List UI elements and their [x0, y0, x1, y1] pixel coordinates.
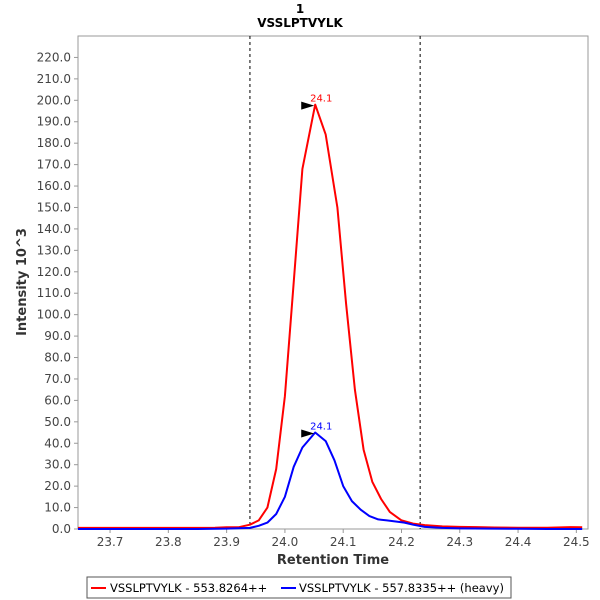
legend-entry-light: VSSLPTVYLK - 553.8264++ — [110, 581, 267, 595]
y-tick-label: 0.0 — [52, 522, 71, 536]
y-tick-label: 220.0 — [37, 50, 71, 64]
chart-subtitle: VSSLPTVYLK — [257, 16, 343, 30]
y-tick-label: 110.0 — [37, 286, 71, 300]
y-tick-label: 150.0 — [37, 200, 71, 214]
x-tick-label: 24.4 — [505, 535, 532, 549]
x-tick-label: 23.7 — [97, 535, 124, 549]
peak-annotations: 24.1 24.1 — [301, 94, 332, 438]
y-tick-label: 100.0 — [37, 308, 71, 322]
y-tick-label: 20.0 — [44, 479, 71, 493]
y-tick-label: 140.0 — [37, 222, 71, 236]
legend-entry-heavy: VSSLPTVYLK - 557.8335++ (heavy) — [299, 581, 504, 595]
x-axis-title: Retention Time — [277, 553, 389, 568]
peak-marker — [301, 429, 315, 438]
x-tick-label: 24.3 — [446, 535, 473, 549]
x-tick-label: 24.2 — [388, 535, 415, 549]
y-tick-label: 160.0 — [37, 179, 71, 193]
y-tick-label: 50.0 — [44, 415, 71, 429]
y-tick-label: 120.0 — [37, 265, 71, 279]
x-axis: 23.7 23.8 23.9 24.0 24.1 24.2 24.3 24.4 24.5 — [97, 529, 590, 549]
legend-box — [86, 576, 512, 599]
peak-label: 24.1 — [310, 422, 332, 433]
peak-marker — [301, 101, 315, 110]
y-tick-label: 210.0 — [37, 72, 71, 86]
y-tick-label: 70.0 — [44, 372, 71, 386]
series-lines — [78, 103, 583, 530]
x-tick-label: 23.8 — [155, 535, 182, 549]
chart-title: 1 — [296, 2, 304, 16]
y-tick-label: 180.0 — [37, 136, 71, 150]
legend: VSSLPTVYLK - 553.8264++ VSSLPTVYLK - 557… — [86, 576, 512, 599]
plot-area — [77, 35, 589, 530]
y-tick-label: 90.0 — [44, 329, 71, 343]
y-tick-label: 130.0 — [37, 243, 71, 257]
series-line-heavy — [78, 431, 583, 530]
y-tick-label: 190.0 — [37, 115, 71, 129]
peak-label: 24.1 — [310, 94, 332, 105]
integration-boundaries — [249, 36, 421, 529]
y-tick-label: 40.0 — [44, 436, 71, 450]
y-axis-title: Intensity 10^3 — [15, 228, 30, 336]
series-line-light — [78, 103, 583, 529]
y-tick-label: 200.0 — [37, 93, 71, 107]
y-axis: 0.0 10.0 20.0 30.0 40.0 50.0 60.0 70.0 80.0 90.0 1… — [37, 50, 78, 536]
x-tick-label: 23.9 — [213, 535, 240, 549]
y-tick-label: 10.0 — [44, 501, 71, 515]
y-tick-label: 60.0 — [44, 393, 71, 407]
y-tick-label: 170.0 — [37, 158, 71, 172]
y-tick-label: 30.0 — [44, 458, 71, 472]
x-tick-label: 24.5 — [563, 535, 590, 549]
y-tick-label: 80.0 — [44, 351, 71, 365]
x-tick-label: 24.0 — [272, 535, 299, 549]
x-tick-label: 24.1 — [330, 535, 357, 549]
